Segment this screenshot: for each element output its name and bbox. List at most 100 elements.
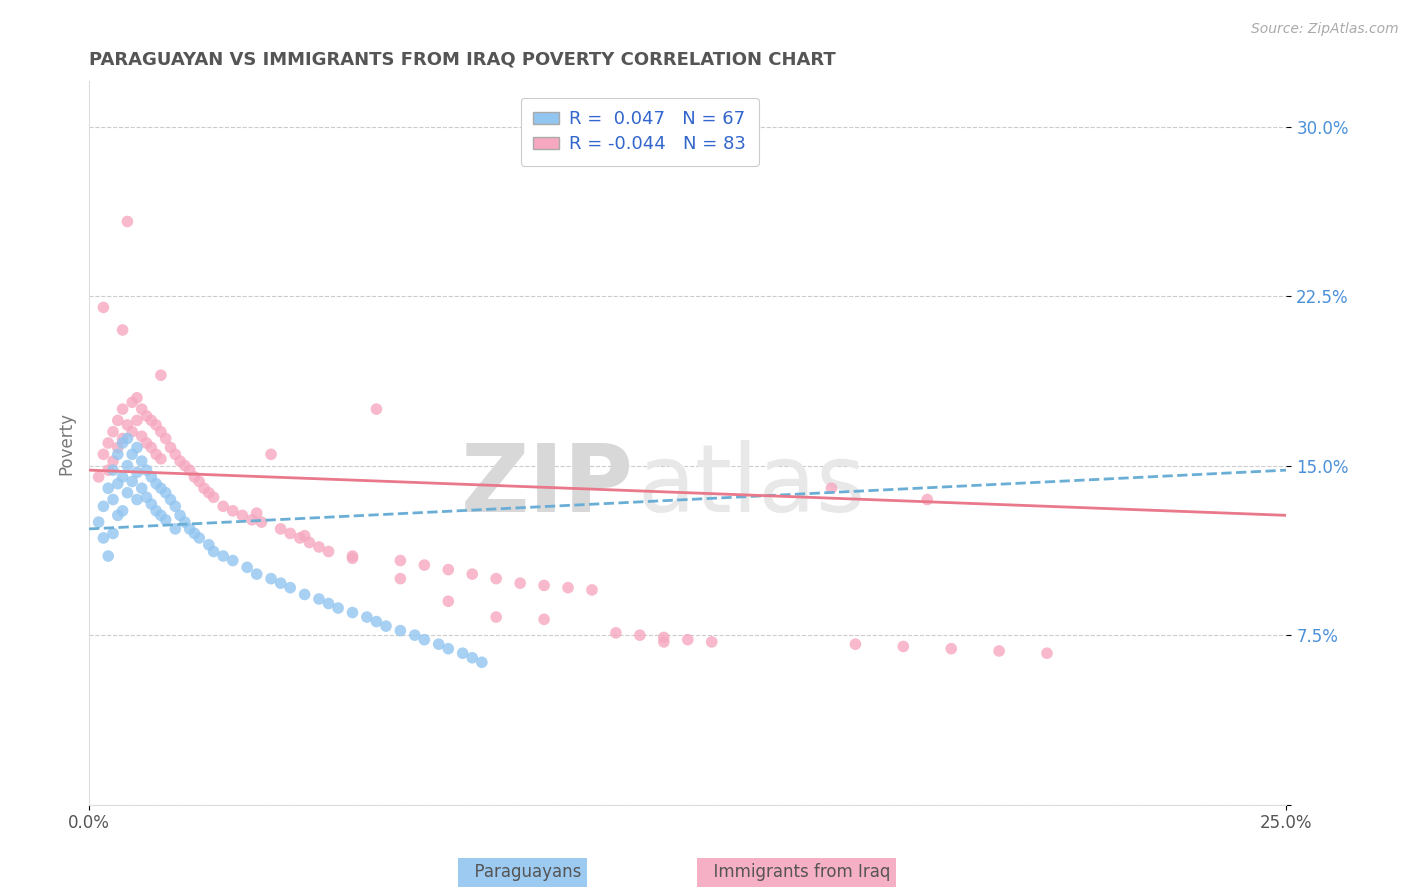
Point — [131, 429, 153, 443]
Point — [125, 391, 148, 405]
Point — [356, 610, 378, 624]
Point — [101, 526, 124, 541]
Point — [145, 417, 167, 432]
Point — [121, 395, 143, 409]
Point — [366, 615, 388, 629]
Point — [389, 624, 412, 638]
Point — [342, 549, 364, 563]
Point — [628, 628, 651, 642]
Point — [125, 413, 148, 427]
Point — [389, 572, 412, 586]
Text: Immigrants from Iraq: Immigrants from Iraq — [703, 863, 890, 881]
Point — [188, 531, 211, 545]
Point — [165, 522, 187, 536]
Point — [101, 425, 124, 439]
Point — [485, 610, 508, 624]
Point — [93, 301, 115, 315]
Point — [461, 567, 484, 582]
Point — [471, 655, 494, 669]
Point — [250, 515, 273, 529]
Text: ZIP: ZIP — [461, 441, 634, 533]
Point — [111, 504, 134, 518]
Point — [326, 601, 349, 615]
Point — [260, 447, 283, 461]
Point — [117, 485, 139, 500]
Point — [231, 508, 253, 523]
Point — [107, 508, 129, 523]
Point — [149, 451, 172, 466]
Point — [111, 432, 134, 446]
Point — [159, 492, 181, 507]
Point — [342, 606, 364, 620]
Point — [125, 492, 148, 507]
Point — [141, 441, 163, 455]
Point — [240, 513, 263, 527]
Point — [117, 458, 139, 473]
Point — [135, 490, 157, 504]
Point — [366, 402, 388, 417]
Point — [375, 619, 398, 633]
Point — [288, 531, 311, 545]
Point — [165, 447, 187, 461]
Point — [212, 549, 235, 563]
Point — [155, 485, 177, 500]
Point — [173, 515, 195, 529]
Point — [121, 475, 143, 489]
Point — [135, 463, 157, 477]
Point — [111, 323, 134, 337]
Point — [183, 470, 205, 484]
Point — [87, 515, 110, 529]
Point — [298, 535, 321, 549]
Point — [212, 500, 235, 514]
Point — [437, 594, 460, 608]
Point — [93, 447, 115, 461]
Point — [533, 578, 555, 592]
Point — [169, 508, 191, 523]
Text: atlas: atlas — [637, 441, 866, 533]
Point — [87, 470, 110, 484]
Point — [652, 635, 675, 649]
Point — [605, 626, 627, 640]
Point — [149, 368, 172, 383]
Point — [485, 572, 508, 586]
Point — [117, 417, 139, 432]
Point — [509, 576, 531, 591]
Point — [107, 441, 129, 455]
Point — [145, 447, 167, 461]
Point — [437, 563, 460, 577]
Point — [149, 481, 172, 495]
Point — [97, 463, 120, 477]
Point — [173, 458, 195, 473]
Point — [222, 504, 245, 518]
Point — [461, 650, 484, 665]
Point — [581, 582, 603, 597]
Point — [260, 572, 283, 586]
Point — [278, 526, 301, 541]
Point — [145, 504, 167, 518]
Point — [117, 432, 139, 446]
Point — [101, 463, 124, 477]
Point — [107, 413, 129, 427]
Point — [222, 553, 245, 567]
Point — [135, 436, 157, 450]
Point — [413, 558, 436, 572]
Point — [270, 522, 292, 536]
Text: Paraguayans: Paraguayans — [464, 863, 581, 881]
Point — [165, 500, 187, 514]
Point — [111, 470, 134, 484]
Point — [202, 544, 225, 558]
Point — [437, 641, 460, 656]
Point — [202, 490, 225, 504]
Point — [111, 436, 134, 450]
Point — [97, 549, 120, 563]
Point — [131, 481, 153, 495]
Point — [844, 637, 866, 651]
Y-axis label: Poverty: Poverty — [58, 411, 75, 475]
Point — [159, 441, 181, 455]
Text: PARAGUAYAN VS IMMIGRANTS FROM IRAQ POVERTY CORRELATION CHART: PARAGUAYAN VS IMMIGRANTS FROM IRAQ POVER… — [89, 51, 835, 69]
Point — [145, 476, 167, 491]
Point — [131, 402, 153, 417]
Point — [318, 597, 340, 611]
Point — [318, 544, 340, 558]
Point — [93, 531, 115, 545]
